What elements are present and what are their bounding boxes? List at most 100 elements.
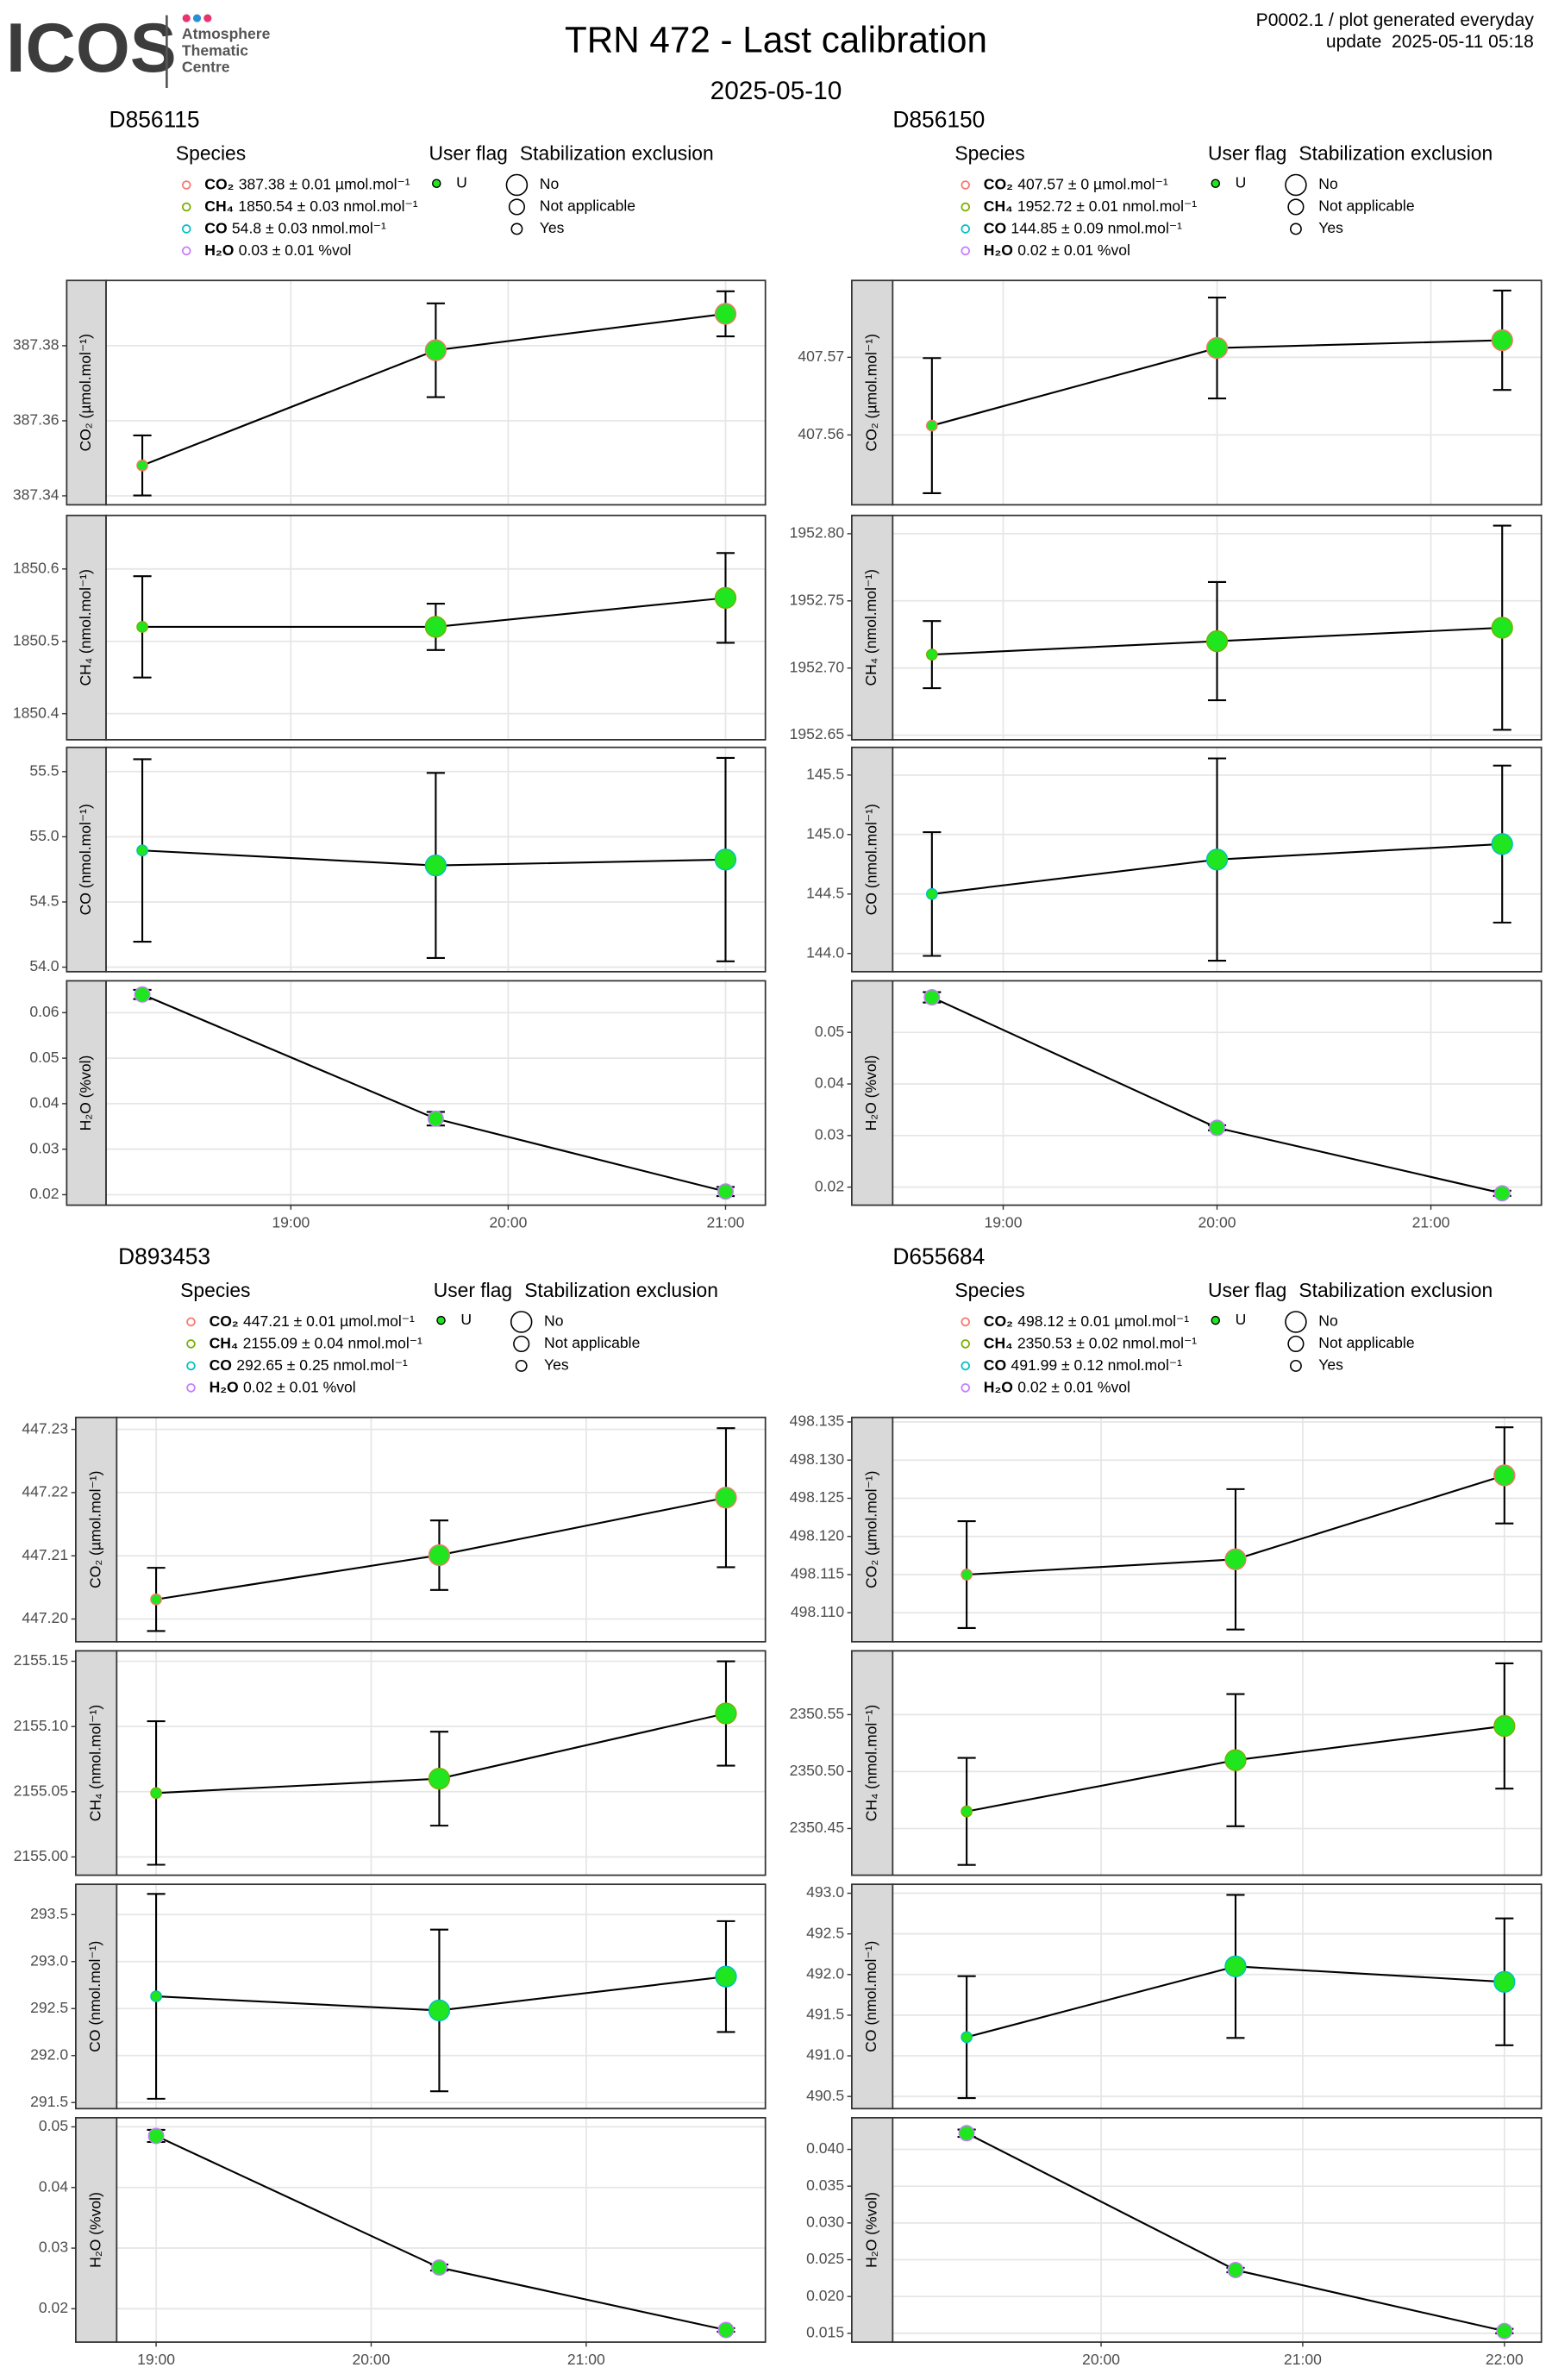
plot-border	[892, 746, 1543, 973]
legend-label: H₂O 0.03 ± 0.01 %vol	[204, 241, 351, 259]
x-tick-label: 20:00	[489, 1213, 527, 1231]
legend-value: 144.85 ± 0.09 nmol.mol⁻¹	[1011, 219, 1182, 236]
y-tick-label: 498.125	[790, 1488, 845, 1506]
plot-border	[892, 1883, 1543, 2110]
y-tick-label: 447.22	[22, 1483, 68, 1500]
plot-border	[116, 1650, 767, 1876]
logo-text: Thematic	[182, 41, 248, 59]
legend-key	[961, 202, 970, 212]
data-point	[424, 854, 447, 877]
legend-value: 0.02 ± 0.01 %vol	[243, 1378, 356, 1395]
instrument-title: D856115	[110, 107, 200, 133]
legend-label: CH₄ 2350.53 ± 0.02 nmol.mol⁻¹	[984, 1334, 1197, 1351]
y-tick-label: 144.0	[806, 943, 844, 961]
y-tick-label: 0.03	[815, 1125, 844, 1143]
legend-key	[513, 1335, 530, 1353]
y-tick-label: 1952.80	[790, 524, 845, 542]
y-tick-label: 145.5	[806, 765, 844, 782]
y-tick-label: 0.04	[39, 2177, 68, 2195]
strip	[75, 1650, 118, 1876]
legend-key	[961, 224, 970, 234]
plot-border	[892, 1650, 1543, 1876]
x-tick-label: 21:00	[1412, 1213, 1450, 1231]
plot-border	[892, 514, 1543, 741]
legend-label: No	[1318, 175, 1338, 192]
data-point	[961, 1569, 973, 1581]
y-axis-label: CO (nmol.mol⁻¹)	[77, 804, 94, 915]
data-point	[715, 1487, 737, 1509]
legend-label: Yes	[1318, 219, 1343, 236]
legend-title: Species	[176, 141, 246, 164]
data-point	[1493, 1970, 1516, 1993]
legend-species: H₂O	[204, 241, 234, 259]
y-axis-label: CO (nmol.mol⁻¹)	[86, 1941, 103, 2052]
data-point	[134, 986, 151, 1003]
legend-key	[961, 1383, 970, 1393]
x-tick-label: 20:00	[352, 2351, 390, 2368]
instrument-title: D856150	[892, 107, 985, 133]
page-title: TRN 472 - Last calibration	[565, 19, 987, 60]
legend-key	[181, 180, 191, 190]
data-point	[717, 2321, 735, 2339]
legend-title: Species	[954, 141, 1024, 164]
y-tick-label: 491.5	[806, 2006, 844, 2023]
y-tick-label: 492.0	[806, 1964, 844, 1982]
legend-label: U	[1236, 173, 1247, 191]
legend-value: 0.03 ± 0.01 %vol	[239, 241, 352, 259]
y-tick-label: 491.0	[806, 2046, 844, 2064]
legend-species: CH₄	[984, 197, 1013, 215]
legend-title: Stabilization exclusion	[524, 1279, 718, 1301]
data-point	[150, 1787, 162, 1800]
y-tick-label: 490.5	[806, 2087, 844, 2104]
data-point	[1205, 849, 1229, 871]
legend-label: No	[540, 175, 560, 192]
legend-title: Stabilization exclusion	[520, 141, 714, 164]
legend-key	[1211, 178, 1221, 188]
legend-key	[961, 246, 970, 256]
legend-species: CO	[984, 1356, 1006, 1374]
plot-background	[116, 2117, 766, 2343]
x-tick-label: 21:00	[567, 2351, 605, 2368]
y-tick-label: 2350.50	[790, 1762, 845, 1779]
legend-key	[186, 1361, 196, 1371]
info-line: update 2025-05-11 05:18	[1326, 32, 1534, 52]
y-tick-label: 407.56	[798, 425, 844, 442]
data-point	[428, 1768, 451, 1790]
strip	[851, 1416, 894, 1643]
y-tick-label: 1952.70	[790, 658, 845, 675]
legend-key	[181, 246, 191, 256]
legend-species: CO	[210, 1356, 232, 1374]
legend-species: CH₄	[204, 197, 234, 215]
y-tick-label: 0.03	[29, 1139, 59, 1156]
legend-key	[181, 224, 191, 234]
logo-dot	[192, 14, 202, 22]
data-point	[714, 849, 737, 871]
y-tick-label: 0.015	[806, 2323, 844, 2340]
y-tick-label: 0.03	[39, 2239, 68, 2256]
y-tick-label: 0.02	[39, 2299, 68, 2316]
y-tick-label: 54.5	[29, 892, 59, 910]
data-point	[1496, 2322, 1513, 2339]
legend-value: 2155.09 ± 0.04 nmol.mol⁻¹	[243, 1334, 422, 1351]
legend-key	[1289, 222, 1302, 235]
legend-label: CO₂ 387.38 ± 0.01 µmol.mol⁻¹	[204, 175, 410, 192]
plot-border	[105, 514, 767, 741]
plot-border	[116, 1416, 767, 1643]
y-axis-label: CO₂ (µmol.mol⁻¹)	[77, 334, 94, 451]
x-tick-label: 20:00	[1082, 2351, 1120, 2368]
y-tick-label: 0.06	[29, 1003, 59, 1020]
y-tick-label: 0.020	[806, 2287, 844, 2304]
legend-key	[515, 1359, 528, 1372]
y-tick-label: 498.115	[791, 1565, 844, 1582]
y-axis-label: CO₂ (µmol.mol⁻¹)	[86, 1471, 103, 1588]
legend-key	[186, 1383, 196, 1393]
strip	[851, 279, 894, 506]
legend-species: CO₂	[984, 1312, 1013, 1330]
data-point	[714, 303, 737, 325]
y-tick-label: 1952.65	[790, 725, 845, 742]
legend-key	[961, 180, 970, 190]
legend-key	[1287, 1335, 1305, 1353]
plot-background	[892, 1884, 1542, 2109]
data-point	[714, 586, 737, 610]
data-point	[147, 2127, 165, 2145]
